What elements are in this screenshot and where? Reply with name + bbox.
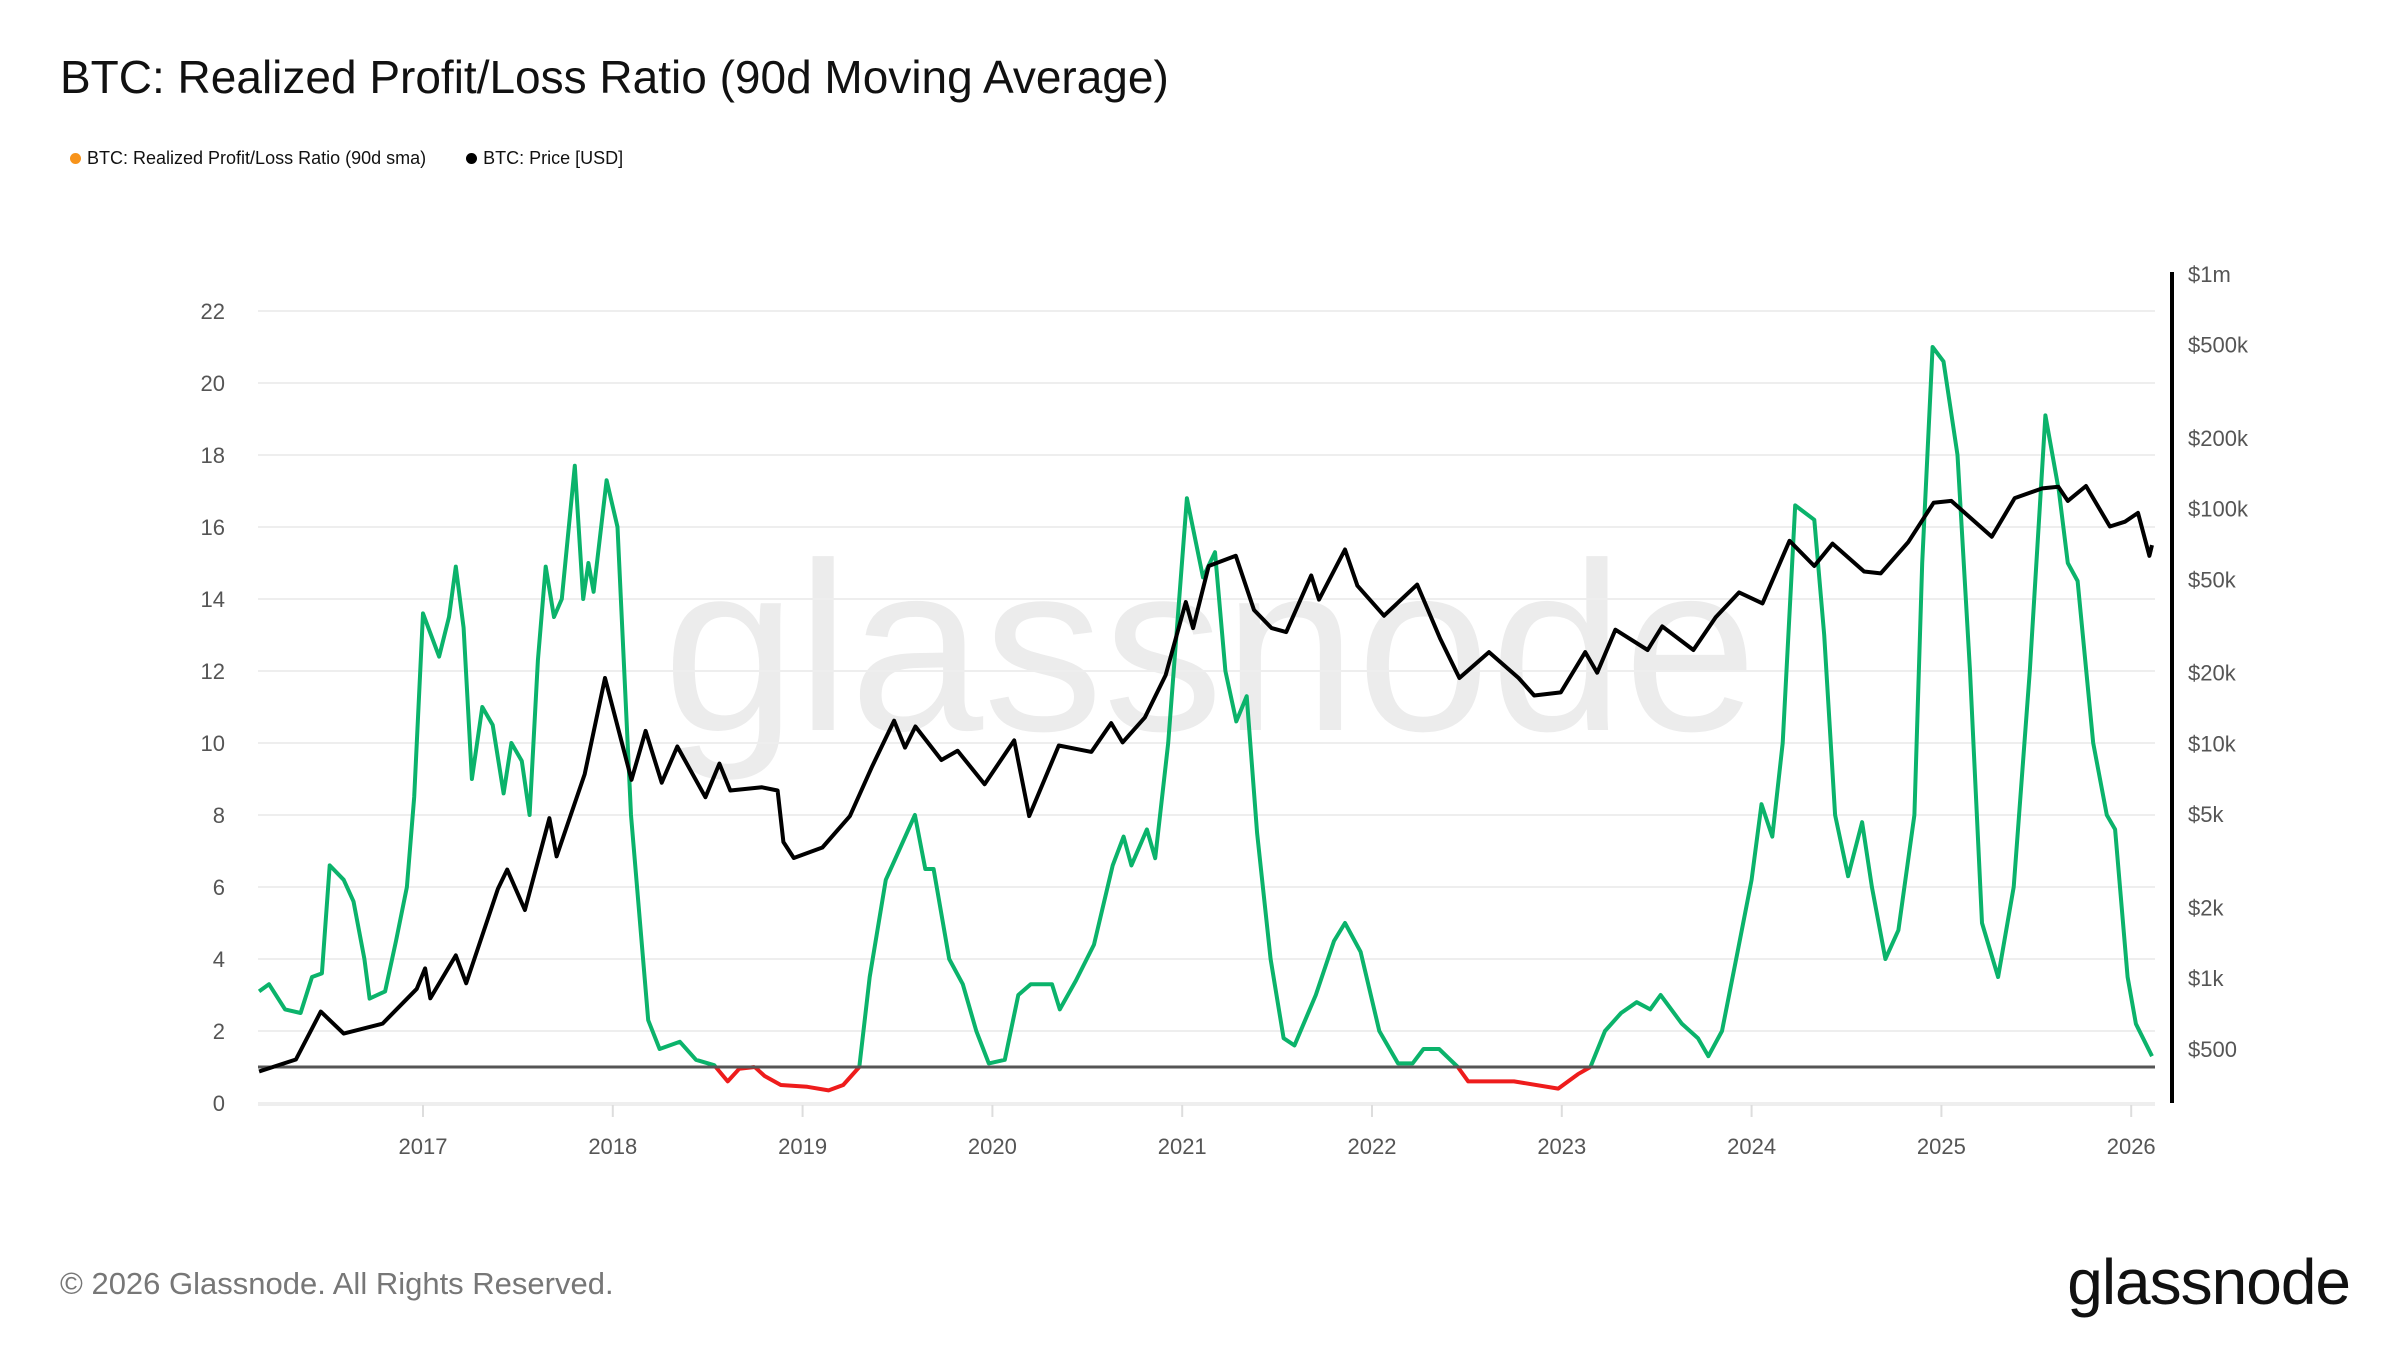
y-tick-label: 20: [201, 371, 225, 396]
x-tick-label: 2018: [588, 1134, 637, 1159]
price-line: [258, 484, 2154, 1074]
x-tick-label: 2025: [1917, 1134, 1966, 1159]
y-tick-label: 8: [213, 803, 225, 828]
right-tick-label: $100k: [2188, 497, 2249, 522]
x-tick-label: 2021: [1158, 1134, 1207, 1159]
y-tick-label: 16: [201, 515, 225, 540]
right-tick-label: $200k: [2188, 426, 2249, 451]
legend-label-price: BTC: Price [USD]: [483, 148, 624, 168]
x-tick-label: 2026: [2107, 1134, 2156, 1159]
y-tick-label: 18: [201, 443, 225, 468]
right-tick-label: $500k: [2188, 333, 2249, 358]
x-tick-label: 2023: [1537, 1134, 1586, 1159]
ratio-line-profit: [1588, 345, 2154, 1068]
legend-dot-ratio: [70, 153, 81, 164]
x-tick-label: 2020: [968, 1134, 1017, 1159]
x-axis: 2017 2018 2019 2020 2021 2022 2023 2024 2025 2026: [258, 1104, 2156, 1159]
copyright-footer: © 2026 Glassnode. All Rights Reserved.: [60, 1266, 614, 1301]
right-tick-label: $5k: [2188, 802, 2224, 827]
y-tick-label: 2: [213, 1019, 225, 1044]
right-axis: $500 $1k $2k $5k $10k $20k $50k $100k $200k $500k…: [2170, 262, 2249, 1103]
right-tick-label: $2k: [2188, 895, 2224, 920]
right-tick-label: $50k: [2188, 567, 2237, 592]
y-tick-label: 0: [213, 1091, 225, 1116]
chart-title: BTC: Realized Profit/Loss Ratio (90d Mov…: [60, 51, 1169, 103]
right-tick-label: $1m: [2188, 262, 2231, 287]
gridlines: [258, 310, 2155, 1104]
ratio-line-profit: [257, 463, 718, 1069]
legend-item-price[interactable]: BTC: Price [USD]: [466, 148, 623, 169]
glassnode-logo: glassnode: [2067, 1246, 2351, 1318]
right-tick-label: $20k: [2188, 661, 2237, 686]
legend: BTC: Realized Profit/Loss Ratio (90d sma…: [70, 148, 623, 169]
y-tick-label: 4: [213, 947, 225, 972]
right-tick-label: $1k: [2188, 966, 2224, 991]
ratio-line-loss: [1456, 1065, 1592, 1091]
y-tick-label: 22: [201, 299, 225, 324]
x-tick-label: 2022: [1348, 1134, 1397, 1159]
x-tick-label: 2019: [778, 1134, 827, 1159]
legend-dot-price: [466, 153, 478, 164]
legend-label-ratio: BTC: Realized Profit/Loss Ratio (90d sma…: [87, 148, 427, 168]
y-tick-label: 10: [201, 731, 225, 756]
y-tick-label: 14: [201, 587, 225, 612]
watermark: glassnode: [663, 513, 1757, 781]
x-tick-label: 2024: [1727, 1134, 1776, 1159]
series-group: [257, 345, 2155, 1093]
ratio-line-loss: [753, 1065, 861, 1093]
x-tick-label: 2017: [399, 1134, 448, 1159]
right-tick-label: $500: [2188, 1037, 2237, 1062]
right-tick-label: $10k: [2188, 731, 2237, 756]
y-tick-label: 6: [213, 875, 225, 900]
left-axis: 0 2 4 6 8 10 12 14 16 18 20 22: [201, 299, 225, 1116]
ratio-line-profit: [857, 496, 1460, 1069]
ratio-line-loss: [714, 1065, 756, 1084]
legend-item-ratio[interactable]: BTC: Realized Profit/Loss Ratio (90d sma…: [70, 148, 426, 169]
y-tick-label: 12: [201, 659, 225, 684]
